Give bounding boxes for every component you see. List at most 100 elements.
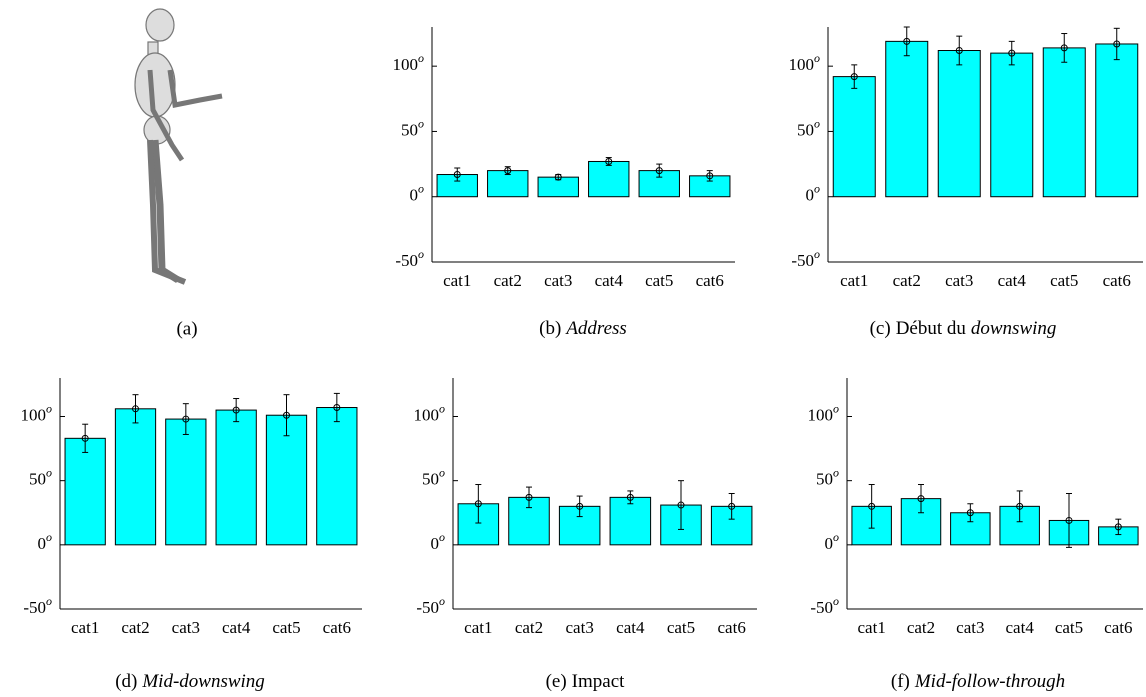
tick-unit: o: [418, 181, 424, 195]
y-tick-label: 0o: [431, 530, 446, 553]
bar: [710, 505, 753, 546]
tick-unit: o: [418, 51, 424, 65]
tick-unit: o: [418, 247, 424, 261]
caption-text: Impact: [572, 671, 625, 692]
mean-marker: [283, 411, 290, 419]
x-tick-label: cat2: [907, 618, 935, 637]
x-tick-label: cat6: [718, 618, 746, 637]
caption-text: Mid-follow-through: [914, 671, 1065, 692]
x-tick-label: cat2: [121, 618, 149, 637]
x-tick-label: cat5: [667, 618, 695, 637]
x-tick-label: cat3: [956, 618, 984, 637]
tick-unit: o: [439, 530, 445, 544]
y-tick-label: -50o: [23, 594, 52, 617]
y-tick-label: 50o: [797, 116, 820, 139]
mean-marker: [81, 434, 89, 442]
mean-marker: [1114, 523, 1122, 531]
chart-caption: (d) Mid-downswing: [115, 671, 265, 692]
tick-unit: o: [833, 465, 839, 479]
bar: [832, 76, 876, 198]
x-tick-label: cat3: [945, 271, 973, 290]
tick-unit: o: [833, 401, 839, 415]
y-tick-label: -50o: [395, 247, 424, 270]
bar: [265, 414, 308, 546]
caption-label: (e): [546, 671, 567, 692]
mean-marker: [626, 493, 634, 501]
y-tick-label: 100o: [414, 401, 446, 424]
bar: [165, 418, 207, 546]
caption-label: (b): [539, 318, 561, 339]
mean-marker: [1008, 49, 1016, 57]
mean-marker: [1016, 502, 1024, 510]
mean-marker: [453, 171, 461, 179]
bar: [1095, 43, 1139, 198]
mean-marker: [655, 167, 663, 175]
caption-text: Mid-downswing: [141, 671, 264, 692]
tick-value: 50: [816, 470, 833, 489]
tick-unit: o: [418, 116, 424, 130]
y-tick-label: -50o: [810, 594, 839, 617]
bar: [990, 52, 1034, 198]
y-tick-label: 100o: [393, 51, 425, 74]
tick-value: -50: [23, 598, 46, 617]
mean-marker: [576, 502, 584, 510]
tick-value: 100: [789, 55, 815, 74]
tick-value: 50: [29, 470, 46, 489]
tick-unit: o: [46, 530, 52, 544]
tick-value: -50: [395, 251, 418, 270]
y-tick-label: 0o: [806, 181, 821, 204]
bar: [316, 407, 358, 546]
chart-caption: (b) Address: [539, 318, 627, 339]
chart-caption: (c) Début du downswing: [870, 318, 1057, 339]
x-tick-label: cat6: [1104, 618, 1132, 637]
y-tick-label: 100o: [21, 401, 53, 424]
caption-text: Début du: [896, 318, 967, 339]
tick-unit: o: [439, 401, 445, 415]
caption-label: (f): [891, 671, 910, 692]
x-tick-label: cat6: [323, 618, 351, 637]
x-tick-label: cat1: [71, 618, 99, 637]
y-tick-label: 0o: [410, 181, 425, 204]
tick-value: 100: [21, 405, 47, 424]
tick-unit: o: [439, 594, 445, 608]
tick-value: 50: [401, 120, 418, 139]
mean-marker: [850, 73, 858, 81]
tick-unit: o: [814, 116, 820, 130]
mean-marker: [1065, 516, 1073, 524]
mean-marker: [955, 47, 963, 54]
tick-value: -50: [416, 598, 439, 617]
tick-value: 0: [825, 534, 834, 553]
mean-marker: [474, 500, 482, 508]
chart-caption: (f) Mid-follow-through: [891, 671, 1065, 692]
tick-unit: o: [833, 594, 839, 608]
x-tick-label: cat1: [443, 271, 471, 290]
y-tick-label: 50o: [816, 465, 839, 488]
bar: [937, 50, 981, 198]
bar: [609, 496, 652, 546]
tick-value: 0: [410, 186, 419, 205]
mean-marker: [868, 502, 876, 510]
x-tick-label: cat1: [464, 618, 492, 637]
tick-unit: o: [46, 465, 52, 479]
skeleton: [134, 8, 223, 285]
x-tick-label: cat6: [696, 271, 724, 290]
mean-marker: [525, 493, 533, 501]
mean-marker: [1060, 44, 1068, 52]
bar: [588, 160, 630, 198]
mean-marker: [917, 495, 925, 503]
mean-marker: [132, 405, 139, 413]
y-tick-label: 50o: [401, 116, 424, 139]
x-tick-label: cat4: [222, 618, 251, 637]
x-tick-label: cat4: [998, 271, 1027, 290]
x-tick-label: cat4: [1006, 618, 1035, 637]
caption-label: (d): [115, 671, 137, 692]
tick-unit: o: [833, 530, 839, 544]
y-tick-label: -50o: [791, 247, 820, 270]
bar: [114, 408, 157, 546]
y-tick-label: 50o: [422, 465, 445, 488]
x-tick-label: cat2: [515, 618, 543, 637]
y-tick-label: 0o: [825, 530, 840, 553]
x-tick-label: cat4: [616, 618, 645, 637]
tick-value: -50: [791, 251, 814, 270]
caption-text: downswing: [971, 318, 1057, 339]
